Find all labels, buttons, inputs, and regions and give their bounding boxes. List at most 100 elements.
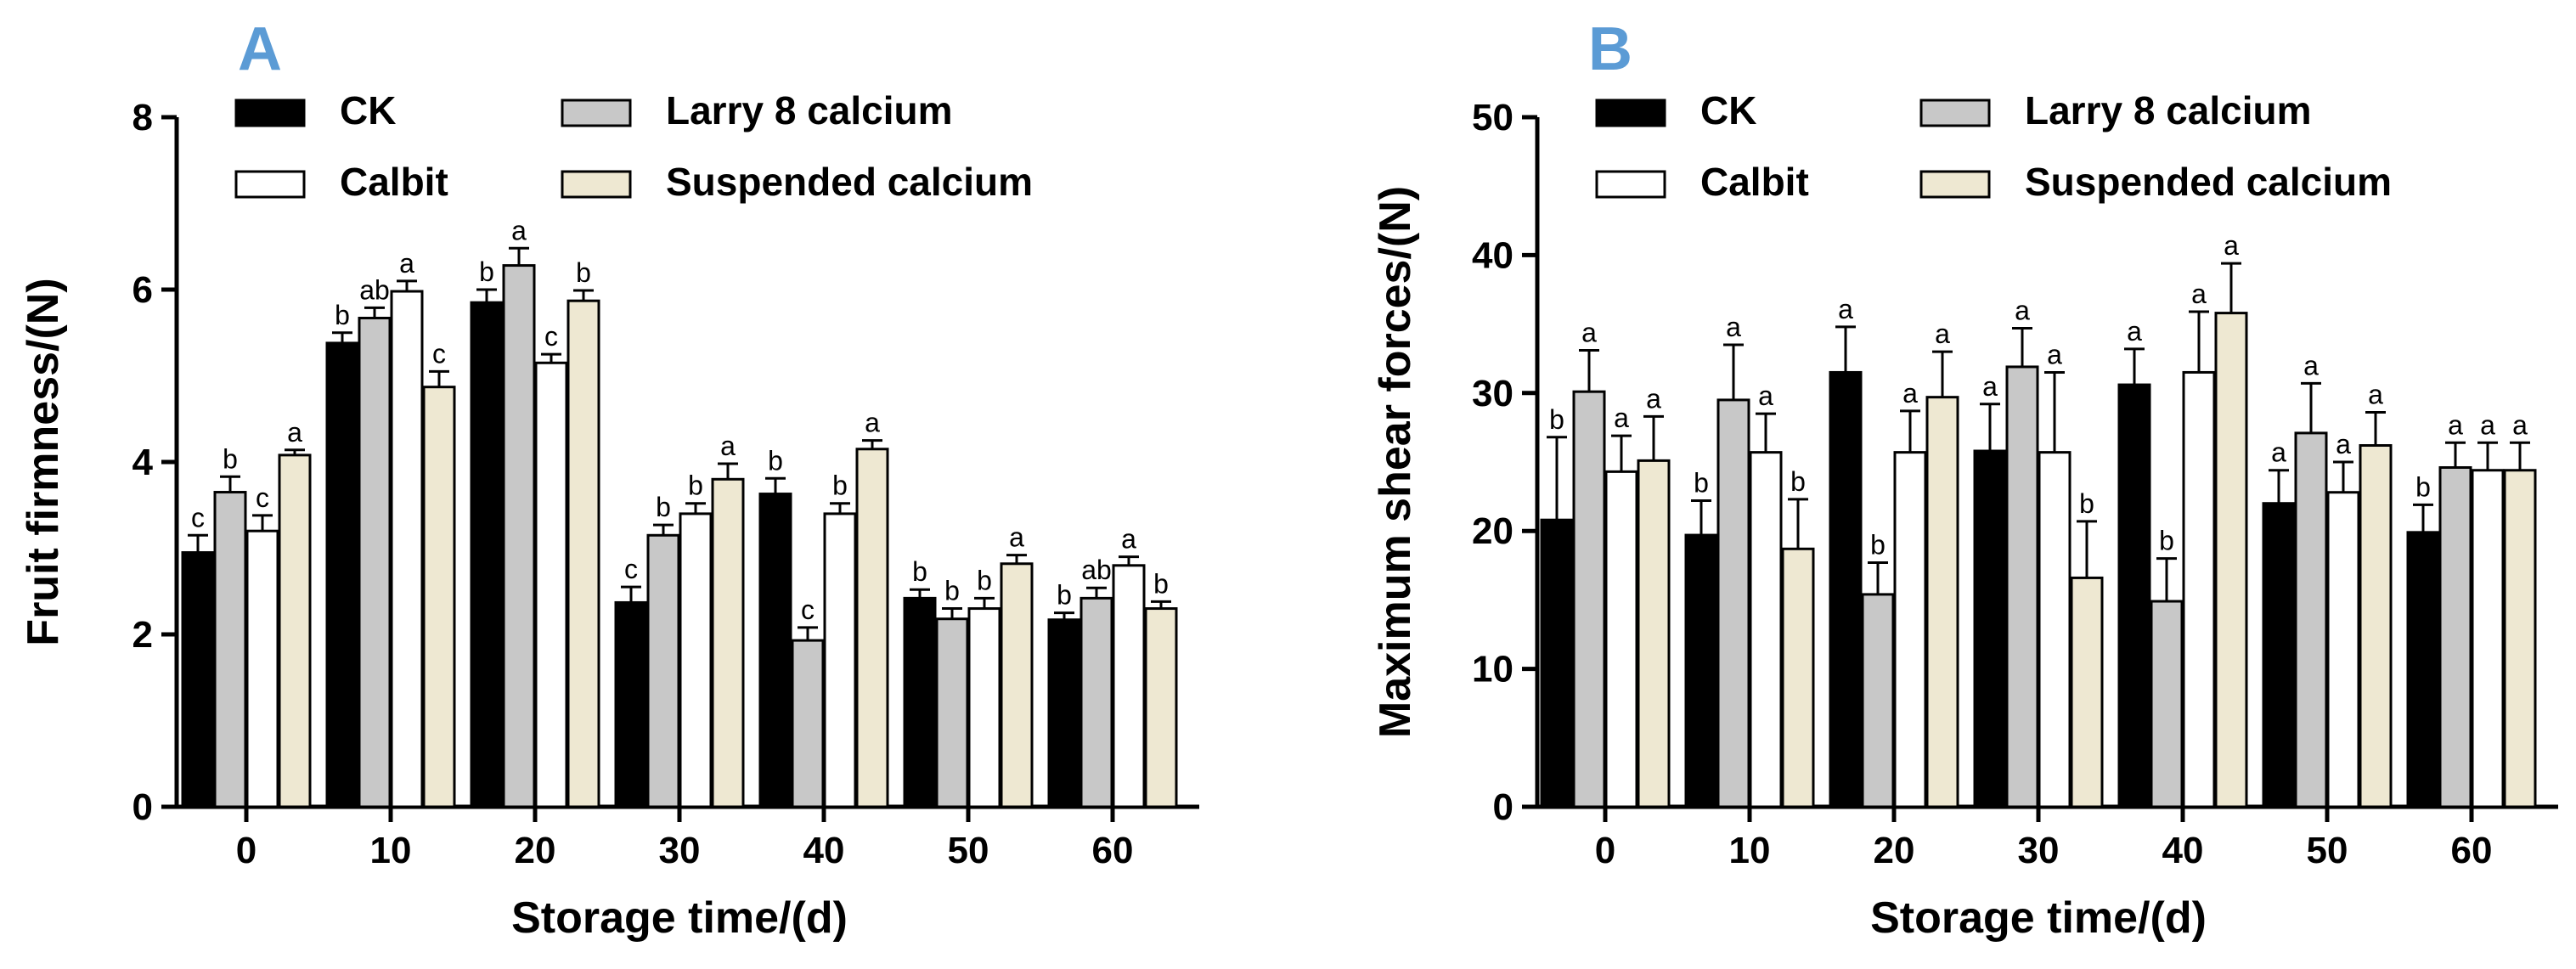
bar — [2359, 444, 2393, 808]
significance-letter: a — [2271, 437, 2286, 468]
bar — [2117, 383, 2151, 808]
y-tick-label: 8 — [132, 97, 153, 138]
legend-label: Larry 8 calcium — [2025, 88, 2312, 132]
x-tick-label: 60 — [2451, 830, 2493, 871]
significance-letter: b — [977, 565, 992, 595]
significance-letter: b — [768, 445, 783, 476]
bar — [2182, 370, 2216, 808]
legend-swatch — [561, 99, 632, 127]
bar — [1716, 398, 1750, 808]
significance-letter: b — [656, 492, 671, 522]
x-tick-label: 10 — [370, 830, 412, 871]
bar — [2438, 465, 2472, 808]
significance-letter: a — [2368, 380, 2383, 410]
bar — [245, 529, 279, 808]
significance-letter: c — [191, 502, 205, 532]
significance-letter: a — [865, 408, 880, 438]
bar — [2038, 451, 2072, 808]
significance-letter: c — [801, 594, 815, 625]
chart-panel-A: A 0 2 4 6 8 Fruit firmness/(N) Storage time/(d)… — [19, 15, 1199, 943]
bar — [2070, 576, 2104, 808]
legend-label: CK — [340, 88, 396, 132]
legend-swatch — [1595, 99, 1666, 127]
significance-letter: a — [399, 248, 414, 279]
bar — [758, 493, 792, 808]
significance-letter: a — [511, 215, 527, 245]
x-tick-label: 20 — [515, 830, 556, 871]
legend-label: Calbit — [1700, 160, 1809, 204]
significance-letter: b — [223, 443, 238, 474]
significance-letter: c — [432, 338, 446, 369]
bar — [679, 512, 713, 808]
bar — [1925, 396, 1959, 808]
significance-letter: a — [1009, 522, 1024, 553]
significance-letter: c — [256, 482, 269, 513]
significance-letter: b — [335, 300, 350, 330]
bar — [2150, 600, 2184, 808]
significance-letter: a — [2224, 230, 2239, 261]
bar — [903, 596, 937, 808]
y-axis-label: Maximum shear forces/(N) — [1371, 186, 1420, 738]
significance-letter: a — [2303, 350, 2319, 380]
y-tick-label: 40 — [1472, 234, 1513, 276]
bar — [791, 639, 825, 808]
significance-letter: ab — [1081, 555, 1112, 585]
significance-letter: a — [1982, 371, 1998, 402]
bar — [390, 290, 424, 808]
bar — [1829, 370, 1863, 808]
significance-letter: a — [1581, 317, 1597, 347]
bar — [1572, 390, 1606, 808]
bar — [502, 264, 536, 808]
bar — [566, 299, 600, 808]
bar — [1047, 618, 1081, 808]
significance-letter: a — [2480, 409, 2495, 440]
bar — [1540, 518, 1574, 808]
significance-letter: b — [832, 470, 848, 501]
y-tick-label: 2 — [132, 614, 153, 656]
bar — [2503, 469, 2537, 808]
bar — [213, 491, 247, 808]
legend-label: Suspended calcium — [2025, 160, 2392, 204]
bar — [2214, 312, 2248, 808]
significance-letter: a — [1758, 380, 1773, 411]
chart-panel-B: B 0 10 20 30 40 50 Maximum shear forces/(N) Stor… — [1371, 15, 2558, 943]
significance-letter: a — [2015, 295, 2030, 325]
bar — [181, 551, 215, 808]
bar — [325, 341, 359, 808]
legend-label: Suspended calcium — [666, 160, 1033, 204]
significance-letter: b — [1870, 530, 1885, 561]
y-tick-label: 0 — [132, 786, 153, 828]
bar — [646, 533, 680, 808]
bar — [711, 477, 745, 808]
y-tick-label: 50 — [1472, 97, 1513, 138]
x-tick-label: 50 — [948, 830, 989, 871]
significance-letter: a — [2127, 316, 2142, 346]
legend-label: CK — [1700, 88, 1756, 132]
significance-letter: c — [624, 554, 638, 584]
bar — [855, 448, 889, 808]
x-tick-label: 40 — [2162, 830, 2204, 871]
significance-letter: b — [1790, 466, 1806, 497]
bar — [967, 607, 1001, 808]
bar — [2471, 469, 2505, 808]
significance-letter: b — [2415, 471, 2431, 502]
significance-letter: b — [576, 257, 591, 288]
bar — [534, 361, 568, 808]
significance-letter: a — [1902, 378, 1918, 408]
panel-letter: B — [1588, 15, 1632, 83]
bar — [823, 512, 857, 808]
bar — [2262, 502, 2296, 808]
legend-swatch — [234, 99, 306, 127]
bar — [2326, 491, 2360, 808]
significance-letter: b — [1057, 580, 1072, 611]
bar — [1781, 547, 1815, 808]
significance-letter: ab — [359, 274, 390, 305]
legend-swatch — [561, 170, 632, 199]
significance-letter: b — [1694, 467, 1709, 498]
x-tick-label: 10 — [1729, 830, 1771, 871]
bar — [1861, 593, 1895, 808]
significance-letter: a — [1726, 312, 1741, 342]
bar — [1144, 607, 1178, 808]
significance-letter: b — [1153, 568, 1169, 599]
significance-letter: a — [2448, 409, 2463, 440]
